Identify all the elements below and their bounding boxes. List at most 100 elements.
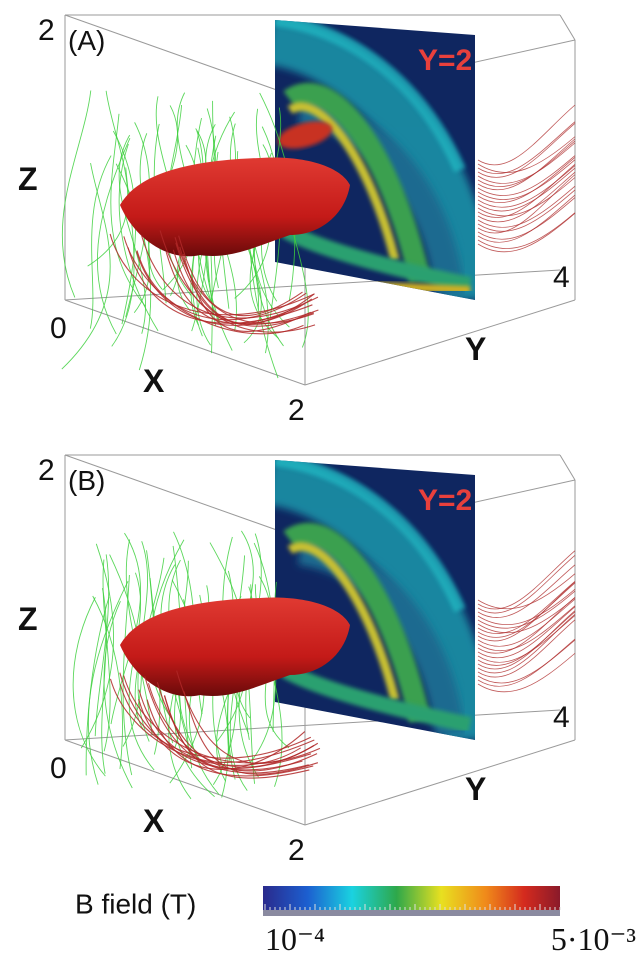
- panel: 2 (A) Y=2 Z 0 X 2 Y 4: [18, 14, 576, 427]
- z-title: Z: [18, 601, 38, 637]
- field-line-red: [477, 163, 576, 218]
- panel-label: (B): [68, 465, 105, 496]
- field-line-green: [85, 597, 110, 776]
- origin-tick: 0: [50, 312, 67, 345]
- field-band: [283, 522, 431, 723]
- field-line-green: [97, 138, 131, 335]
- colorbar: B field (T) 10⁻⁴ 5·10⁻³: [75, 886, 636, 957]
- box-edge: [304, 299, 576, 386]
- field-line-red: [477, 550, 576, 610]
- field-band: [275, 20, 475, 300]
- field-line-red: [477, 197, 576, 240]
- field-line-red: [477, 185, 576, 228]
- field-line-red: [477, 104, 576, 166]
- z-top-tick: 2: [38, 14, 55, 47]
- field-line-red: [477, 140, 576, 187]
- field-line-red: [165, 251, 302, 324]
- box-edge: [64, 709, 561, 741]
- field-line-green: [118, 143, 159, 332]
- field-line-red: [477, 573, 576, 610]
- box-edge: [559, 14, 576, 41]
- colorbar-title: B field (T): [75, 888, 196, 919]
- field-line-red: [477, 121, 576, 174]
- y-tick: 4: [553, 701, 570, 734]
- field-band: [287, 542, 400, 702]
- field-line-red: [477, 142, 576, 184]
- field-line-red: [147, 683, 315, 768]
- slice-label: Y=2: [418, 44, 472, 77]
- z-title: Z: [18, 161, 38, 197]
- field-line-red: [477, 177, 576, 217]
- x-end-tick: 2: [288, 834, 305, 867]
- slice: [275, 20, 475, 300]
- field-peak: [277, 121, 333, 149]
- box-edge: [64, 739, 306, 826]
- field-line-red: [477, 582, 576, 638]
- panel-label: (A): [68, 25, 105, 56]
- box-edge: [64, 454, 306, 541]
- field-line-red: [477, 156, 576, 204]
- field-line-red: [477, 639, 576, 684]
- box-edge: [304, 739, 576, 826]
- field-line-red: [477, 159, 576, 201]
- field-line-red: [477, 555, 576, 614]
- field-line-red: [477, 189, 576, 232]
- slice: [275, 460, 475, 740]
- isosurface: [120, 597, 350, 697]
- slice-label: Y=2: [418, 484, 472, 517]
- field-line-green: [122, 574, 133, 776]
- box-edge: [64, 14, 306, 101]
- slice-field: [275, 20, 475, 300]
- field-band: [275, 460, 475, 740]
- field-line-green: [115, 163, 152, 371]
- field-line-green: [89, 155, 112, 329]
- box-edge: [64, 299, 306, 386]
- field-line-red: [146, 699, 314, 777]
- field-band: [281, 222, 472, 293]
- field-line-green: [102, 559, 111, 752]
- field-line-red: [109, 678, 301, 766]
- field-line-red: [477, 590, 576, 629]
- field-line-red: [175, 242, 315, 325]
- x-title: X: [143, 363, 165, 399]
- field-band: [281, 662, 472, 733]
- field-line-red: [477, 165, 576, 208]
- field-line-green: [94, 554, 110, 737]
- field-line-red: [477, 564, 576, 618]
- field-line-red: [477, 596, 576, 654]
- field-line-green: [61, 162, 111, 370]
- field-line-red: [477, 614, 576, 674]
- field-line-red: [477, 638, 576, 687]
- field-band: [275, 460, 466, 613]
- field-line-red: [477, 194, 576, 243]
- field-line-red: [174, 237, 314, 324]
- x-title: X: [143, 803, 165, 839]
- field-line-red: [141, 235, 319, 319]
- slice-field: [275, 460, 475, 740]
- field-line-red: [477, 136, 576, 173]
- field-line-red: [136, 250, 307, 321]
- box-edge: [559, 454, 576, 481]
- field-line-green: [87, 90, 129, 267]
- field-line-red: [109, 233, 315, 316]
- field-line-red: [477, 155, 576, 196]
- field-line-green: [72, 597, 106, 777]
- box-edge: [64, 269, 561, 301]
- field-line-red: [138, 689, 315, 763]
- field-line-red: [127, 247, 313, 324]
- field-line-red: [477, 174, 576, 234]
- y-tick: 4: [553, 261, 570, 294]
- x-end-tick: 2: [288, 394, 305, 427]
- field-line-red: [477, 610, 576, 670]
- field-line-red: [477, 619, 576, 678]
- field-line-red: [477, 588, 576, 626]
- field-band: [283, 82, 431, 283]
- colorbar-min: 10⁻⁴: [265, 921, 325, 957]
- z-top-tick: 2: [38, 454, 55, 487]
- field-line-red: [477, 581, 576, 642]
- field-line-red: [138, 699, 306, 770]
- field-line-red: [178, 235, 303, 317]
- field-line-red: [477, 212, 576, 253]
- panels: 2 (A) Y=2 Z 0 X 2 Y 4 2 (B) Y=2 Z 0 X 2 Y 4: [18, 14, 576, 867]
- field-line-red: [477, 167, 576, 212]
